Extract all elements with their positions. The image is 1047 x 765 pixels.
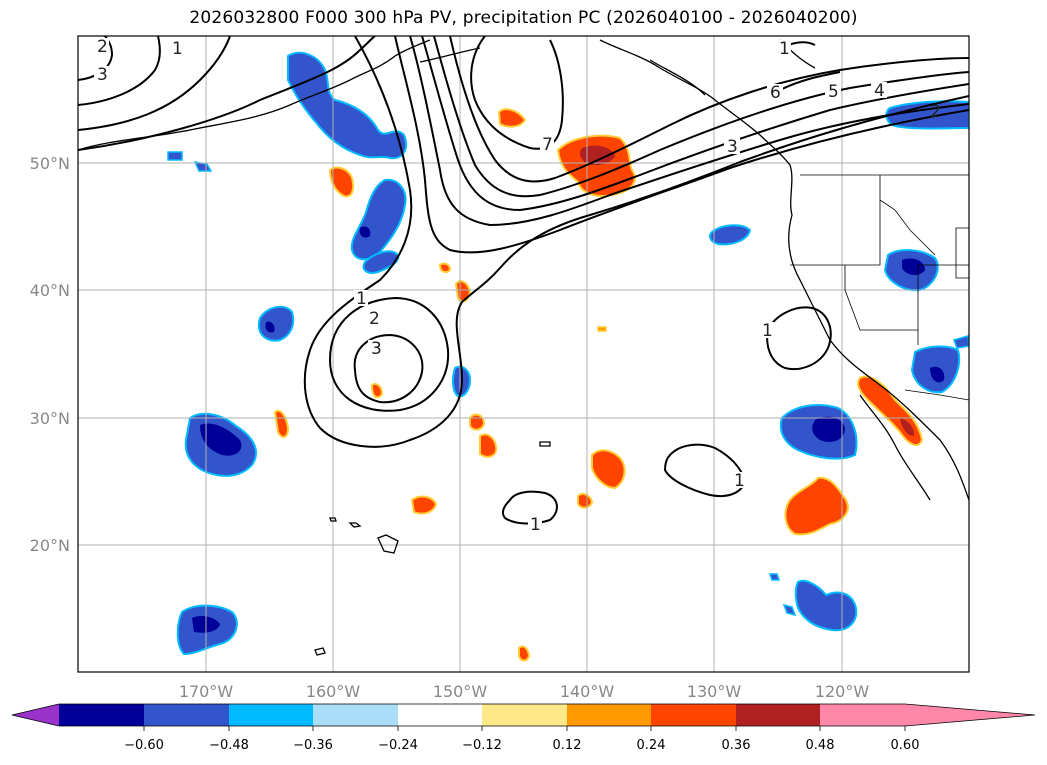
colorbar-swatch xyxy=(567,704,651,726)
precip-positive-blob xyxy=(497,108,527,128)
lon-tick-label: 150°W xyxy=(433,682,488,701)
precip-positive-blob xyxy=(469,413,486,431)
colorbar-swatch xyxy=(59,704,144,726)
colorbar-tick-label: 0.48 xyxy=(806,738,835,753)
lon-tick-label: 140°W xyxy=(560,682,615,701)
precip-negative-core xyxy=(265,321,275,333)
contour-label: 1 xyxy=(356,289,367,309)
colorbar-swatch xyxy=(398,704,482,726)
precip-negative-blob xyxy=(350,178,407,261)
colorbar-tick-label: 0.36 xyxy=(722,738,751,753)
colorbar-tick-label: −0.36 xyxy=(293,738,333,753)
borders xyxy=(790,174,969,401)
precip-negative-blob xyxy=(794,579,858,632)
precip-positive-blob xyxy=(784,476,849,536)
map-content: 2 1 3 7 6 5 4 2 3 1 2 3 1 1 1 1 xyxy=(78,36,969,672)
precip-negative-blob xyxy=(167,151,183,161)
lon-tick-labels: 170°W 160°W 150°W 140°W 130°W 120°W xyxy=(179,682,870,701)
colorbar-swatch xyxy=(482,704,567,726)
precip-positive-blob xyxy=(328,166,355,198)
precip-positive-blob xyxy=(577,493,594,509)
colorbar-ticks xyxy=(143,726,906,731)
contour-label: 3 xyxy=(97,65,108,85)
coastlines xyxy=(78,39,969,656)
precip-negative-core xyxy=(812,416,845,442)
contour-label: 2 xyxy=(369,309,380,329)
precip-negative-blob xyxy=(709,224,752,246)
map-frame xyxy=(77,35,970,673)
contour-label: 5 xyxy=(828,82,839,102)
colorbar-swatch xyxy=(313,704,398,726)
contour-label: 7 xyxy=(542,135,553,155)
colorbar-swatch xyxy=(229,704,313,726)
precip-positive-blob xyxy=(370,383,384,399)
lon-tick-label: 120°W xyxy=(815,682,870,701)
precip-positive-core xyxy=(580,145,615,166)
contour-label: 2 xyxy=(930,102,941,122)
contour-label: 1 xyxy=(779,39,790,59)
precip-negative-core xyxy=(902,258,925,276)
precip-negative-blob xyxy=(782,603,797,617)
precip-negative-core xyxy=(200,423,242,456)
colorbar-tick-label: −0.48 xyxy=(209,738,249,753)
contour-label: 6 xyxy=(770,83,781,103)
precip-positive-blob xyxy=(479,433,498,458)
precip-negative-blob xyxy=(287,51,408,160)
precip-positive-core xyxy=(900,418,915,436)
precip-negative-blob xyxy=(257,305,295,342)
colorbar-extend-right xyxy=(905,704,1035,726)
colorbar-swatch xyxy=(651,704,736,726)
colorbar-tick-label: 0.12 xyxy=(553,738,582,753)
lat-tick-label: 20°N xyxy=(30,536,70,555)
colorbar-swatch xyxy=(736,704,820,726)
lon-tick-label: 130°W xyxy=(687,682,742,701)
contour-label: 3 xyxy=(371,339,382,359)
colorbar-outline xyxy=(11,703,1036,727)
colorbar-extend-left xyxy=(12,704,59,726)
colorbar-tick-label: −0.60 xyxy=(124,738,164,753)
precip-positive-blob xyxy=(410,495,438,515)
precip-positive-blob xyxy=(597,326,607,332)
contour-label: 1 xyxy=(734,471,745,491)
colorbar-tick-label: −0.12 xyxy=(462,738,502,753)
precip-positive-blob xyxy=(438,262,452,274)
precip-negative-blob xyxy=(768,573,781,581)
colorbar-swatch xyxy=(820,704,905,726)
colorbar-swatch xyxy=(144,704,229,726)
lat-tick-label: 40°N xyxy=(30,281,70,300)
precip-positive-blob xyxy=(454,280,472,303)
lat-tick-label: 30°N xyxy=(30,409,70,428)
precip-negative-core xyxy=(359,226,371,238)
map-title: 2026032800 F000 300 hPa PV, precipitatio… xyxy=(189,8,858,28)
contour-label: 4 xyxy=(874,81,885,101)
contour-label: 1 xyxy=(762,321,773,341)
contour-label: 1 xyxy=(530,515,541,535)
precip-negative-core xyxy=(930,366,945,383)
precip-positive-blob xyxy=(591,449,626,490)
contour-label: 3 xyxy=(727,137,738,157)
lat-tick-labels: 50°N 40°N 30°N 20°N xyxy=(30,154,70,555)
colorbar-tick-label: 0.60 xyxy=(891,738,920,753)
pv-contour-labels: 2 1 3 7 6 5 4 2 3 1 2 3 1 1 1 1 xyxy=(93,37,941,535)
precip-positive-blob xyxy=(518,645,531,662)
precip-negative-blob xyxy=(953,335,969,349)
lat-tick-label: 50°N xyxy=(30,154,70,173)
precip-positive-blob xyxy=(273,409,290,438)
contour-label: 1 xyxy=(172,39,183,59)
colorbar-tick-label: 0.24 xyxy=(637,738,666,753)
colorbar-tick-label: −0.24 xyxy=(378,738,418,753)
contour-label: 2 xyxy=(97,37,108,57)
colorbar: −0.60 −0.48 −0.36 −0.24 −0.12 0.12 0.24 … xyxy=(11,703,1036,753)
map-gridlines xyxy=(78,36,969,672)
pv-contours xyxy=(78,36,969,525)
precip-shading xyxy=(167,51,969,662)
lon-tick-label: 160°W xyxy=(306,682,361,701)
lon-tick-label: 170°W xyxy=(179,682,234,701)
